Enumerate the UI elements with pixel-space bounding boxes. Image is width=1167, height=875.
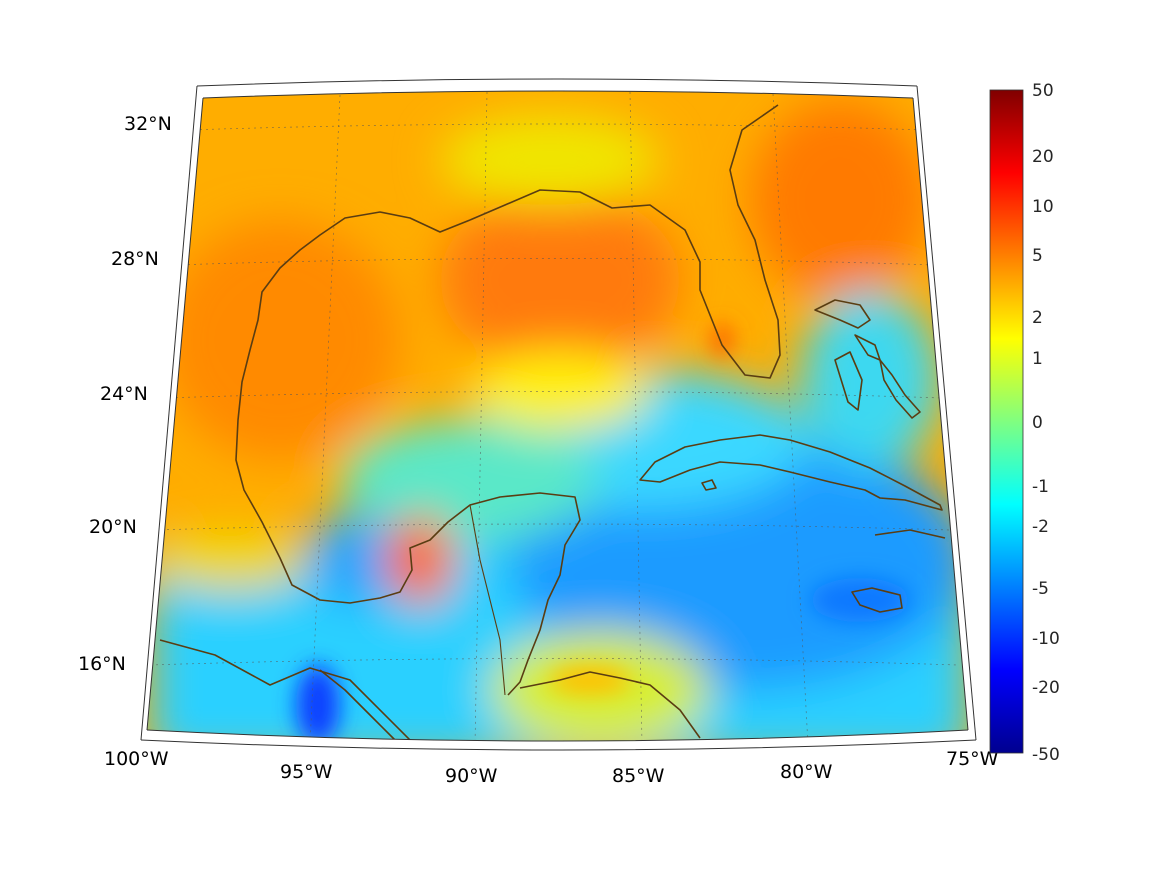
lon-label-95: 95°W	[280, 761, 333, 783]
colorbar-label: 1	[1032, 349, 1043, 369]
colorbar-label: -50	[1032, 745, 1060, 765]
colorbar-label: 10	[1032, 197, 1054, 217]
colorbar-label: 20	[1032, 147, 1054, 167]
lon-label-75: 75°W	[946, 748, 999, 770]
country-borders	[469, 504, 506, 696]
lat-label-28: 28°N	[111, 248, 159, 270]
lat-label-24: 24°N	[100, 383, 148, 405]
colorbar-label: -5	[1032, 579, 1049, 599]
colorbar-label: 50	[1032, 81, 1054, 101]
lon-label-100: 100°W	[104, 748, 169, 770]
colorbar-label: 5	[1032, 246, 1043, 266]
colorbar-label: -20	[1032, 678, 1060, 698]
lat-labels: 32°N 28°N 24°N 20°N 16°N	[78, 113, 172, 675]
graticule	[149, 91, 959, 741]
lon-label-85: 85°W	[612, 765, 665, 787]
lat-label-16: 16°N	[78, 653, 126, 675]
map-frame	[140, 78, 977, 751]
data-field	[147, 91, 968, 741]
colorbar: 50 20 10 5 2 1 0 -1 -2 -5 -10 -20 -50	[989, 81, 1060, 765]
colorbar-label: -10	[1032, 629, 1060, 649]
colorbar-label: -1	[1032, 477, 1049, 497]
colorbar-label: -2	[1032, 517, 1049, 537]
lon-label-80: 80°W	[780, 761, 833, 783]
colorbar-label: 2	[1032, 308, 1043, 328]
lat-label-20: 20°N	[89, 516, 137, 538]
colorbar-gradient	[989, 89, 1024, 754]
lat-label-32: 32°N	[124, 113, 172, 135]
lon-labels: 100°W 95°W 90°W 85°W 80°W 75°W	[104, 748, 999, 787]
lon-label-90: 90°W	[445, 765, 498, 787]
colorbar-label: 0	[1032, 413, 1043, 433]
